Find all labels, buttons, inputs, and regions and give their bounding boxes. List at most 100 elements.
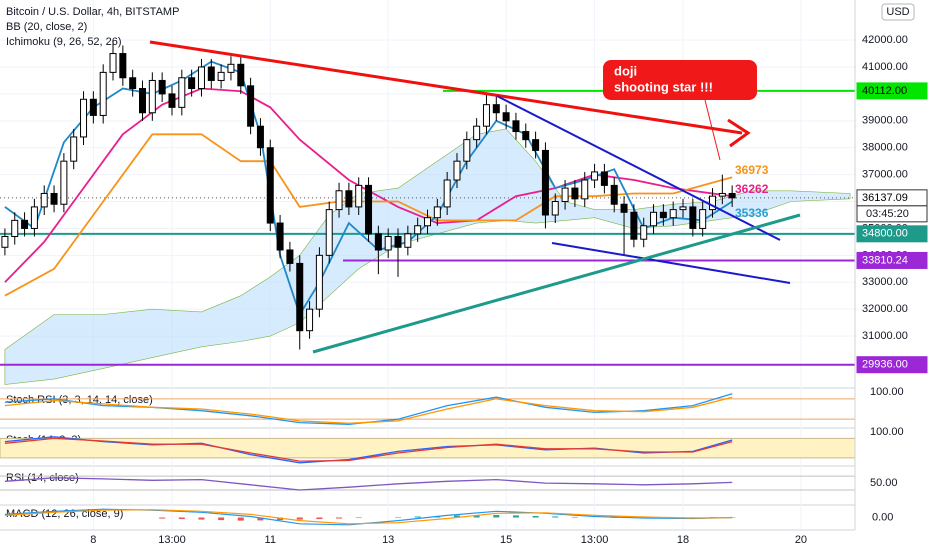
candle-body [148,79,156,114]
histogram-bar [237,517,244,521]
indicator-line [4,396,733,424]
y-tick-label: 38000.00 [862,142,908,154]
histogram-bar [395,516,402,518]
candle-body [453,160,461,181]
candle-body [21,219,29,229]
candle-body [473,125,481,141]
y-tick-label: 41000.00 [862,61,908,73]
level-label: 34800.00 [862,228,908,240]
candle-body [168,93,176,108]
candle-body [227,63,235,73]
ichimoku-cloud [4,128,851,385]
candle-body [315,254,323,310]
time-axis [0,530,855,550]
candle-body [699,209,707,229]
candle-body [1,236,9,248]
annotation-pointer [704,99,721,161]
y-tick-label: 37000.00 [862,169,908,181]
candle-body [266,147,274,224]
histogram-bar [532,515,539,518]
candle-body [247,85,255,127]
candle-body [237,63,245,87]
level-label: 29936.00 [862,359,908,371]
candle-body [374,233,382,251]
candle-body [532,139,540,151]
candle-body [207,66,215,81]
histogram-bar [277,517,284,521]
candle-body [60,160,68,205]
candle-body [335,190,343,211]
symbol-title: Bitcoin / U.S. Dollar, 4h, BITSTAMP [6,6,179,18]
arrow-head [727,118,751,148]
legend: Bitcoin / U.S. Dollar, 4h, BITSTAMP BB (… [6,6,179,48]
x-tick-label: 13:00 [581,534,609,546]
candle-body [384,236,392,251]
countdown: 03:45:20 [866,208,909,220]
trend-line [312,213,801,354]
x-tick-label: 18 [677,534,689,546]
trend-line [496,95,781,241]
y-tick-label: 33000.00 [862,276,908,288]
candle-body [424,217,431,227]
currency-box[interactable] [881,3,915,21]
candle-body [139,88,146,114]
histogram-bar [512,515,519,518]
indicator-title: Stoch RSI (3, 3, 14, 14, close) [6,394,153,406]
candle-body [512,120,520,133]
x-tick-label: 11 [265,534,276,546]
level-label: 33810.24 [862,254,908,266]
level-label-box [856,82,928,100]
y-tick-label: 31000.00 [862,330,908,342]
level-label: 40112.00 [862,85,907,97]
x-tick-label: 13:00 [158,534,186,546]
candle-body [571,187,579,200]
countdown-box [856,205,928,223]
candle-body [30,206,38,229]
y-tick-label: 32000.00 [862,303,908,315]
candle-body [80,98,88,138]
indicator-line [4,509,733,525]
candle-body [482,104,490,127]
y-tick-label: 0.00 [872,511,893,523]
annotation-box [603,60,757,100]
candle-body [433,206,441,219]
candle-body [502,112,510,122]
indicator-title: RSI (14, close) [6,472,79,484]
trend-line [551,242,791,284]
candle-body [296,262,304,332]
histogram-bar [552,516,559,518]
drawings: doji shooting star !!! 36973 36262 35336 [149,40,801,354]
candle-body [286,249,294,264]
candle-body [365,184,373,235]
axes: 8 13:00 11 13 15 13:00 18 20 31000.00 32000.00 330… [90,34,928,546]
y-tick-label: 42000.00 [862,34,908,46]
candle-body [109,53,117,73]
histogram-bar [257,517,264,521]
histogram-bar [316,517,323,520]
level-label: 36137.09 [862,192,908,204]
candle-body [414,225,422,235]
candle-body [119,53,127,79]
histogram-bar [178,517,185,520]
x-tick-label: 8 [90,534,96,546]
indicator-label: BB (20, close, 2) [6,21,87,33]
candle-body [276,222,284,251]
x-tick-label: 20 [795,534,807,546]
y-tick-label: 100.00 [870,386,904,398]
x-tick-label: 15 [500,534,512,546]
candle-body [541,149,549,216]
candle-body [217,71,225,81]
candle-body [306,308,314,332]
currency[interactable]: USD [886,6,909,18]
candle-body [591,171,599,181]
annotation-text: doji [614,63,637,78]
histogram-bar [473,515,480,518]
indicator-label: Ichimoku (9, 26, 52, 26) [6,36,122,48]
candle-body [728,192,736,199]
candle-body [89,98,97,116]
histogram-bar [355,517,362,519]
candle-body [99,71,107,116]
candle-body [709,195,716,211]
